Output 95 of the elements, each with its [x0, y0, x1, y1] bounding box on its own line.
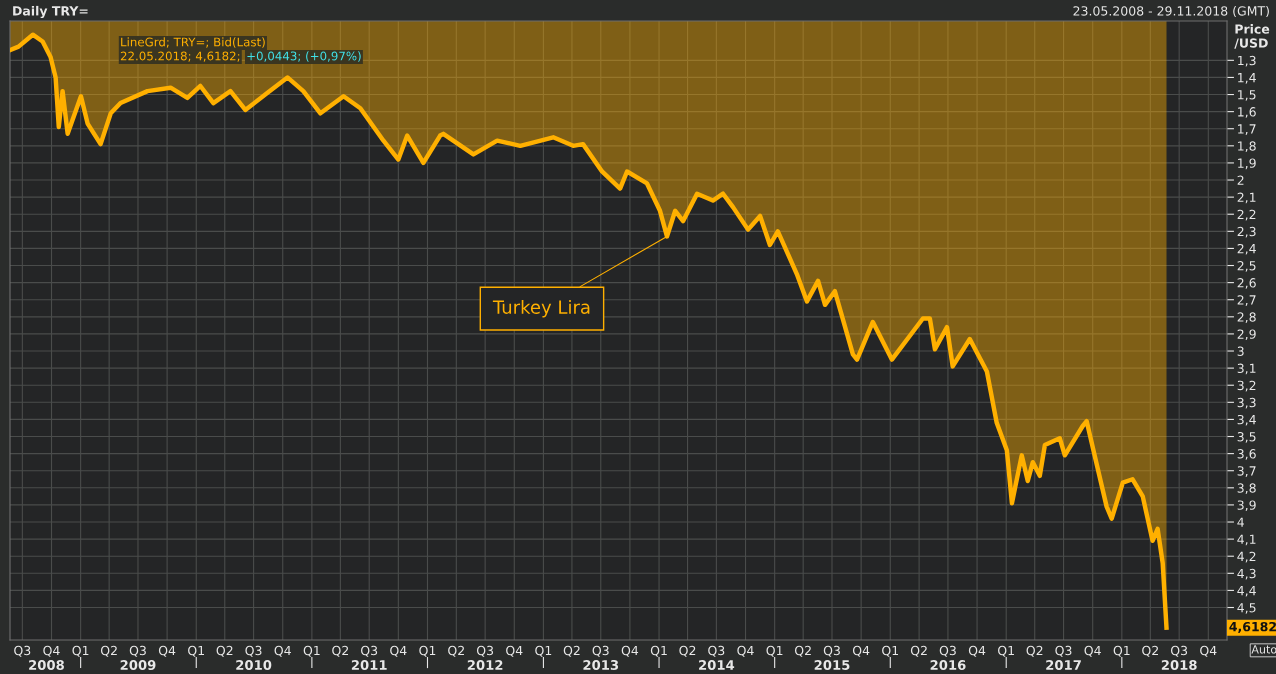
y-tick-label: 3,6: [1237, 449, 1256, 460]
x2-tick-label: 2012: [467, 660, 503, 670]
y-tick-label: 1,6: [1238, 107, 1256, 118]
y-tick-label: 2,3: [1237, 226, 1256, 238]
y-tick-label: 4,4: [1237, 586, 1256, 597]
x-tick-label: Q3: [592, 645, 609, 657]
x-tick-label: Q2: [1026, 645, 1043, 657]
x-tick-label: Q2: [910, 645, 927, 657]
y-tick-label: 2,2: [1237, 209, 1256, 221]
x-tick-label: Q2: [100, 645, 117, 657]
x-tick-label: Q2: [448, 645, 464, 657]
x-tick-label: Q2: [794, 645, 811, 657]
y-tick-label: 4,2: [1237, 551, 1256, 563]
x-tick-label: Q3: [939, 645, 956, 657]
y-tick-label: 3,5: [1237, 431, 1256, 443]
x-tick-label: Q3: [129, 645, 146, 657]
annotation: 22.05.2018; 4,6182;: [120, 51, 240, 62]
x2-tick-label: 2017: [1046, 660, 1081, 670]
x2-tick-label: 2008: [29, 660, 64, 670]
y-tick-label: 3,9: [1237, 500, 1256, 512]
y-tick-label: 1,7: [1238, 124, 1256, 135]
x2-tick-label: 2015: [814, 660, 850, 670]
annotation: +0,0443; (+0,97%): [247, 51, 361, 62]
x-tick-label: Q4: [852, 645, 870, 657]
y-tick-label: 3,4: [1237, 414, 1256, 426]
x-tick-label: Q1: [188, 645, 204, 657]
x-tick-label: Q3: [14, 645, 31, 657]
y-tick-label: 4,3: [1237, 568, 1256, 580]
x-tick-label: Q1: [535, 645, 552, 657]
y-tick-label: 1,4: [1238, 73, 1256, 84]
x2-tick-label: 2018: [1161, 660, 1197, 670]
x2-tick-label: 2014: [699, 660, 735, 670]
y-tick-label: 2,9: [1237, 329, 1256, 341]
x-tick-label: Q3: [476, 645, 494, 657]
x-tick-label: Q1: [998, 645, 1014, 657]
y-tick-label: 2: [1237, 175, 1244, 185]
annotation: Turkey Lira: [492, 299, 590, 318]
y-tick-label: 2,7: [1237, 295, 1256, 306]
y-tick-label: 4,1: [1237, 534, 1256, 546]
x-tick-label: Q4: [506, 645, 523, 657]
y-tick-label: 3,3: [1237, 397, 1256, 409]
x2-tick-label: 2016: [930, 660, 966, 670]
y-tick-label: 2,6: [1237, 278, 1256, 289]
x-tick-label: Q1: [650, 645, 667, 657]
y-tick-label: 2,1: [1237, 192, 1256, 204]
x-tick-label: Q4: [43, 645, 60, 657]
x-tick-label: Q1: [1113, 645, 1130, 657]
x-tick-label: Q1: [766, 645, 783, 657]
y-tick-label: 2,8: [1237, 312, 1256, 324]
x2-tick-label: 2013: [583, 660, 619, 670]
text: 4,6182: [1229, 621, 1276, 633]
y-tick-label: 2,4: [1237, 243, 1256, 255]
x-tick-label: Q4: [274, 645, 291, 657]
x-tick-label: Q2: [563, 645, 580, 657]
x-tick-label: Q4: [158, 645, 176, 657]
x-tick-label: Q3: [708, 645, 725, 657]
x-tick-label: Q4: [1084, 645, 1101, 657]
y-tick-label: 4: [1237, 517, 1244, 527]
x-tick-label: Q2: [1142, 645, 1158, 657]
y-tick-label: 1,9: [1238, 158, 1256, 170]
annotation: LineGrd; TRY=; Bid(Last): [121, 37, 265, 48]
x-tick-label: Q3: [361, 645, 378, 657]
x-tick-label: Q3: [245, 645, 262, 657]
x-tick-label: Q2: [216, 645, 233, 657]
y-tick-label: 1,3: [1238, 55, 1256, 67]
y-tick-label: 3,8: [1237, 483, 1256, 495]
text: Auto: [1251, 645, 1276, 654]
y-tick-label: 4,5: [1237, 603, 1256, 614]
x-tick-label: Q1: [303, 645, 320, 657]
chart-subtitle: 23.05.2008 - 29.11.2018 (GMT): [1073, 5, 1269, 18]
x-tick-label: Q3: [1055, 645, 1072, 657]
y-tick-label: 2,5: [1237, 260, 1256, 272]
y-tick-label: 1,8: [1238, 141, 1256, 153]
x-tick-label: Q1: [882, 645, 899, 657]
x-tick-label: Q4: [968, 645, 986, 657]
y-tick-label: 1,5: [1238, 90, 1256, 101]
x-tick-label: Q4: [390, 645, 407, 657]
x-tick-label: Q1: [72, 645, 89, 657]
x-tick-label: Q4: [621, 645, 639, 657]
x2-tick-label: 2010: [236, 660, 272, 670]
y-tick-label: 3,2: [1237, 380, 1256, 392]
x-tick-label: Q4: [1200, 645, 1217, 657]
x-tick-label: Q1: [419, 645, 436, 657]
y-axis-title: Price /USD: [1234, 24, 1270, 49]
x2-tick-label: 2009: [120, 660, 156, 670]
x2-tick-label: 2011: [351, 660, 387, 670]
x-tick-label: Q3: [1170, 645, 1188, 657]
y-tick-label: 3,7: [1237, 466, 1256, 477]
x-tick-label: Q4: [737, 645, 754, 657]
x-tick-label: Q2: [679, 645, 696, 657]
x-tick-label: Q2: [332, 645, 349, 657]
chart-title: Daily TRY=: [13, 5, 88, 19]
x-tick-label: Q3: [823, 645, 840, 657]
y-tick-label: 3,1: [1237, 363, 1256, 375]
y-tick-label: 3: [1237, 346, 1244, 356]
